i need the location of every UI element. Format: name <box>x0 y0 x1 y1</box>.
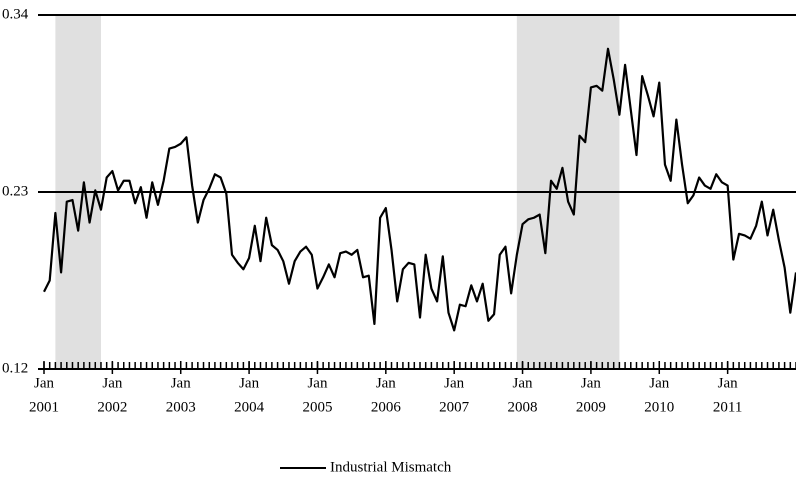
x-tick-label: 2011 <box>713 399 742 415</box>
x-tick-label: 2002 <box>97 399 127 415</box>
x-tick-label: 2010 <box>644 399 674 415</box>
x-tick-label: Jan <box>307 375 327 391</box>
x-tick-label: 2007 <box>439 399 470 415</box>
legend-label: Industrial Mismatch <box>330 459 452 475</box>
x-tick-label: Jan <box>171 375 191 391</box>
x-tick-label: Jan <box>102 375 122 391</box>
x-tick-label: Jan <box>513 375 533 391</box>
x-tick-label: 2009 <box>576 399 606 415</box>
y-tick-label: 0.23 <box>2 183 28 199</box>
x-tick-label: 2005 <box>302 399 332 415</box>
data-line <box>43 47 796 332</box>
x-tick-label: Jan <box>239 375 259 391</box>
x-tick-label: Jan <box>718 375 738 391</box>
x-tick-label: Jan <box>649 375 669 391</box>
x-tick-label: 2004 <box>234 399 265 415</box>
x-tick-label: 2001 <box>29 399 59 415</box>
x-tick-label: 2003 <box>166 399 196 415</box>
x-tick-label: 2008 <box>508 399 538 415</box>
y-tick-label: 0.12 <box>2 360 28 376</box>
x-tick-label: Jan <box>581 375 601 391</box>
x-tick-label: Jan <box>34 375 54 391</box>
x-tick-label: Jan <box>376 375 396 391</box>
x-tick-label: 2006 <box>371 399 402 415</box>
x-tick-label: Jan <box>444 375 464 391</box>
y-tick-label: 0.34 <box>2 6 29 22</box>
